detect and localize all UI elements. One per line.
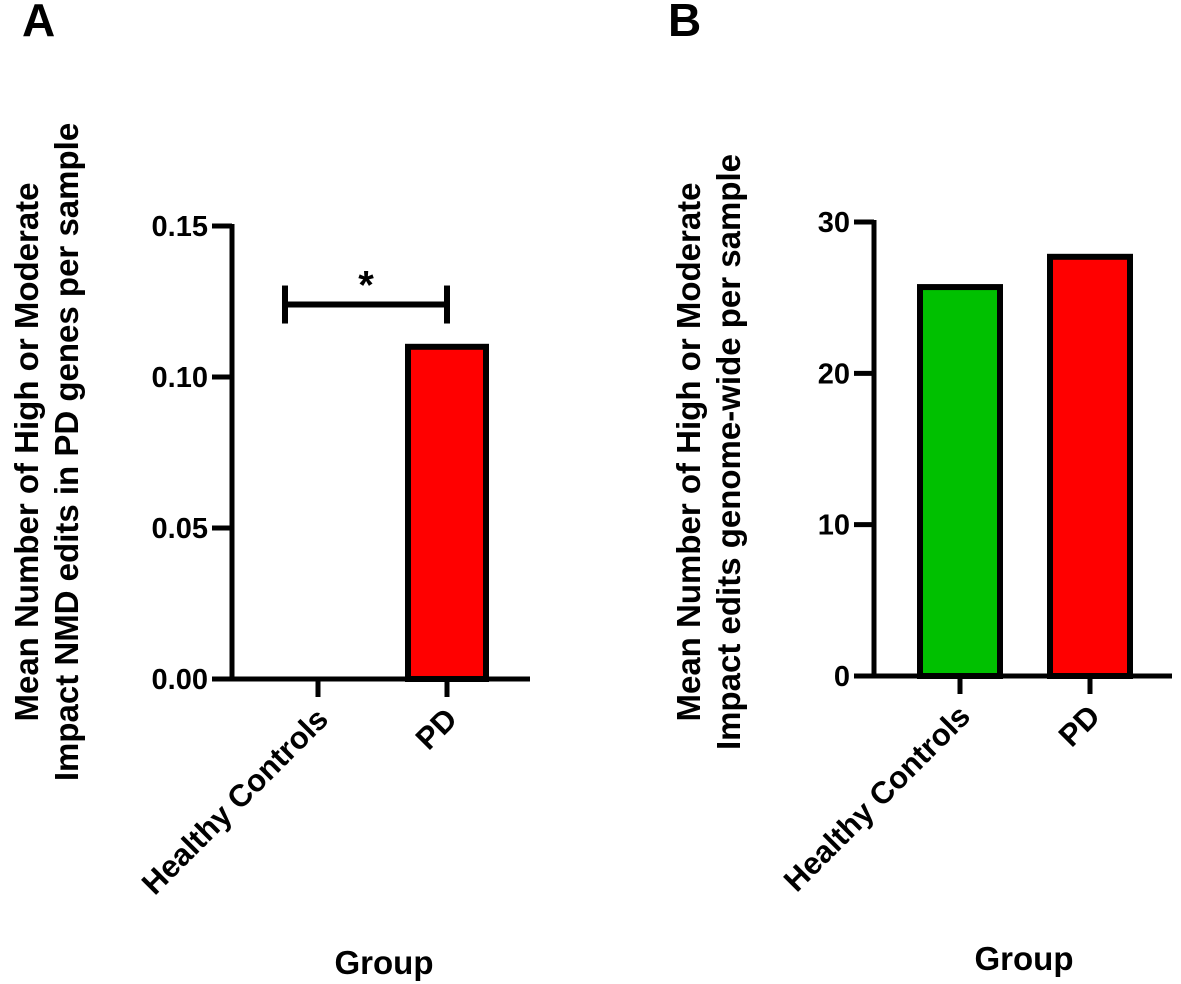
x-tick-label: Healthy Controls xyxy=(777,698,977,898)
y-axis-title-line-1: Mean Number of High or Moderate xyxy=(8,182,45,721)
y-tick-label: 0.15 xyxy=(152,211,208,243)
y-tick-label: 0.05 xyxy=(152,513,208,545)
bar-pd xyxy=(1047,253,1133,679)
y-tick-label: 20 xyxy=(818,358,850,390)
plot-area-a: 0.00 0.05 0.10 0.15 Healthy Controls PD * xyxy=(135,211,530,901)
panel-letter-b: B xyxy=(668,0,701,46)
x-tick-label: Healthy Controls xyxy=(135,701,335,901)
x-axis-title-a: Group xyxy=(335,944,434,981)
x-axis-title-b: Group xyxy=(975,940,1074,977)
y-tick-label: 0 xyxy=(834,661,850,693)
y-axis-title-b: Mean Number of High or Moderate Impact e… xyxy=(670,154,747,750)
y-tick-label: 30 xyxy=(818,207,850,239)
bar-pd xyxy=(405,343,489,682)
significance-label: * xyxy=(358,264,374,308)
y-axis-title-line-1: Mean Number of High or Moderate xyxy=(670,182,707,721)
x-tick-label: PD xyxy=(409,701,464,756)
panel-b: B Mean Number of High or Moderate Impact… xyxy=(668,0,1172,977)
y-axis-title-line-2: Impact edits genome-wide per sample xyxy=(710,154,747,750)
y-axis-title-line-2: Impact NMD edits in PD genes per sample xyxy=(48,123,85,781)
panel-a: A Mean Number of High or Moderate Impact… xyxy=(8,0,530,981)
y-tick-label: 10 xyxy=(818,510,850,542)
y-tick-label: 0.00 xyxy=(152,664,208,696)
x-tick-label: PD xyxy=(1052,698,1107,753)
bar-healthy-controls xyxy=(917,284,1003,679)
y-tick-label: 0.10 xyxy=(152,362,208,394)
y-axis-title-a: Mean Number of High or Moderate Impact N… xyxy=(8,123,85,781)
plot-area-b: 0 10 20 30 Healthy Controls PD xyxy=(777,207,1172,898)
panel-letter-a: A xyxy=(22,0,55,46)
